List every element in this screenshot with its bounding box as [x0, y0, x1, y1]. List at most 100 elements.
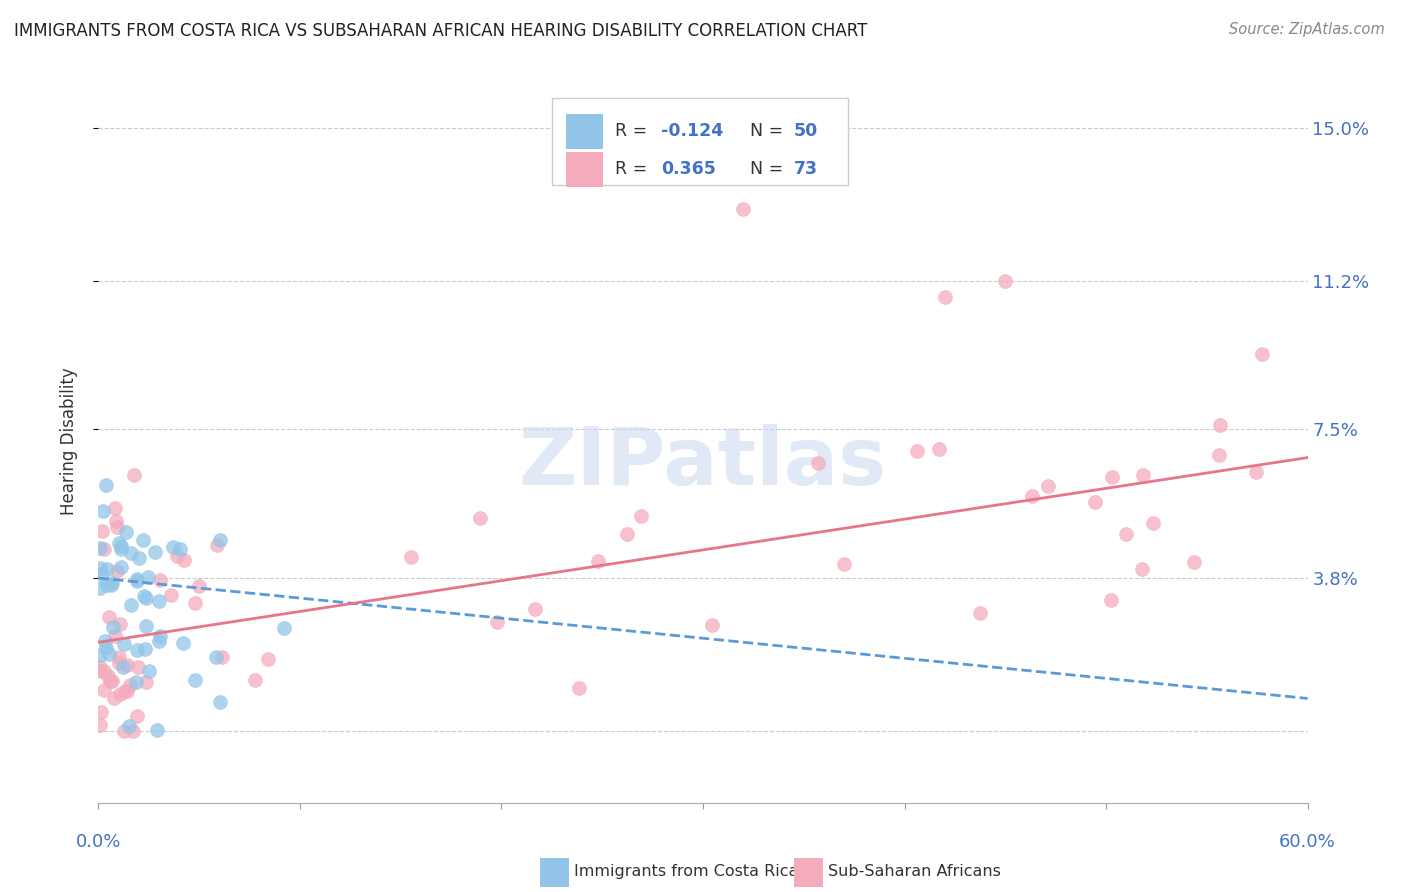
Point [1099, 592, 1122, 607]
Point [127, 660, 149, 674]
Point [208, 533, 231, 548]
Point [93, 682, 115, 697]
Point [94, 478, 117, 492]
Point [143, 544, 166, 558]
Point [122, 468, 145, 483]
Point [110, 560, 132, 574]
Point [183, 673, 205, 688]
Text: 0.0%: 0.0% [76, 833, 121, 851]
Point [108, 535, 131, 549]
Point [1208, 448, 1230, 462]
Point [148, 594, 170, 608]
FancyBboxPatch shape [793, 858, 823, 888]
Point [112, 637, 135, 651]
Point [89, 665, 111, 679]
Point [630, 508, 652, 523]
Point [96, 578, 118, 592]
Point [125, 709, 148, 723]
Point [188, 578, 211, 592]
Text: 73: 73 [793, 161, 818, 178]
Point [128, 551, 150, 566]
Point [94, 640, 117, 655]
Point [149, 629, 172, 643]
Point [468, 511, 491, 525]
Point [89, 541, 111, 555]
Point [568, 681, 591, 696]
Point [98, 647, 121, 661]
Point [486, 615, 509, 629]
Point [162, 541, 184, 555]
Point [169, 542, 191, 557]
Point [101, 673, 124, 688]
Point [1251, 347, 1274, 361]
Point [166, 549, 188, 564]
Point [205, 538, 228, 552]
Point [94, 634, 117, 648]
Point [208, 695, 231, 709]
Text: Sub-Saharan Africans: Sub-Saharan Africans [828, 864, 1001, 879]
Point [114, 684, 136, 698]
Point [110, 539, 132, 553]
Point [103, 691, 125, 706]
Point [616, 527, 638, 541]
Point [160, 588, 183, 602]
Point [135, 591, 157, 605]
Point [401, 549, 423, 564]
Point [91, 567, 114, 582]
Point [523, 602, 546, 616]
Point [1101, 469, 1123, 483]
Point [120, 677, 142, 691]
Point [127, 574, 149, 589]
Point [125, 675, 148, 690]
Point [104, 501, 127, 516]
Text: N =: N = [751, 122, 789, 140]
Point [928, 442, 950, 457]
Point [172, 636, 194, 650]
Point [101, 619, 124, 633]
Y-axis label: Hearing Disability: Hearing Disability [59, 368, 77, 516]
Point [125, 642, 148, 657]
Point [1182, 555, 1205, 569]
Point [135, 618, 157, 632]
Text: -0.124: -0.124 [661, 122, 723, 140]
Point [90, 524, 112, 539]
Point [112, 723, 135, 738]
Point [115, 684, 138, 698]
Point [273, 621, 295, 635]
Point [905, 444, 928, 458]
Point [107, 656, 129, 670]
Point [90, 705, 112, 719]
FancyBboxPatch shape [551, 98, 848, 185]
Point [1132, 468, 1154, 483]
Point [93, 664, 115, 678]
Point [807, 456, 830, 470]
Point [125, 572, 148, 586]
Point [118, 719, 141, 733]
Point [122, 723, 145, 738]
Point [134, 675, 156, 690]
Point [134, 641, 156, 656]
Point [832, 557, 855, 571]
Point [107, 650, 129, 665]
Point [934, 290, 956, 304]
Point [134, 589, 156, 603]
Point [108, 687, 131, 701]
Text: Source: ZipAtlas.com: Source: ZipAtlas.com [1229, 22, 1385, 37]
Text: R =: R = [614, 161, 652, 178]
Text: IMMIGRANTS FROM COSTA RICA VS SUBSAHARAN AFRICAN HEARING DISABILITY CORRELATION : IMMIGRANTS FROM COSTA RICA VS SUBSAHARAN… [14, 22, 868, 40]
Point [110, 541, 132, 556]
Point [91, 504, 114, 518]
Point [120, 598, 142, 612]
Point [733, 202, 755, 216]
Point [100, 578, 122, 592]
Point [1209, 417, 1232, 432]
Text: 60.0%: 60.0% [1279, 833, 1336, 851]
Point [1036, 478, 1059, 492]
Point [994, 274, 1017, 288]
Point [89, 717, 111, 731]
Point [173, 553, 195, 567]
Point [1130, 561, 1153, 575]
Point [1021, 489, 1043, 503]
Point [105, 520, 128, 534]
Point [184, 596, 207, 610]
